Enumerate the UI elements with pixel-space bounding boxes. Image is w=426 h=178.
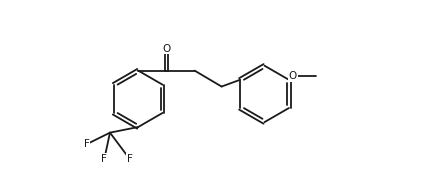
Text: F: F	[127, 154, 132, 164]
Text: F: F	[84, 139, 89, 149]
Text: O: O	[288, 71, 297, 81]
Text: O: O	[162, 44, 170, 54]
Text: F: F	[101, 154, 107, 164]
